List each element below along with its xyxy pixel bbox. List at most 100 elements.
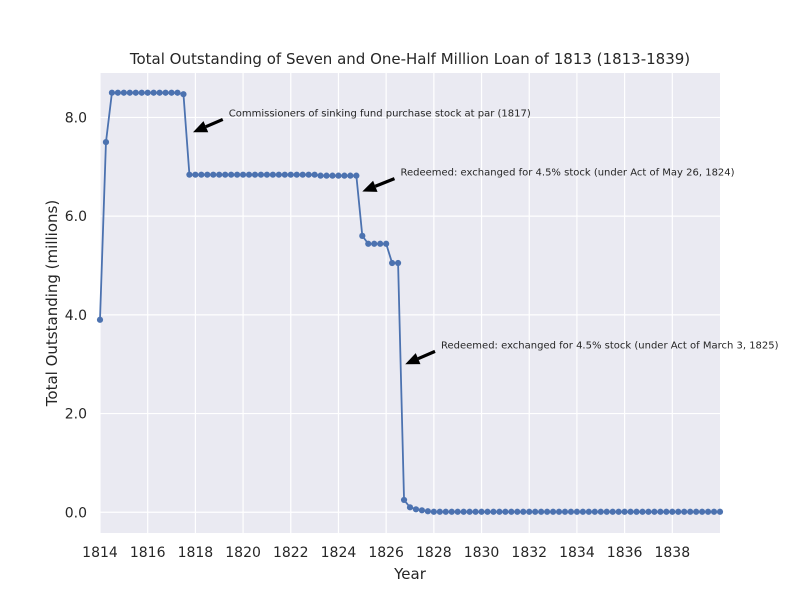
data-point (383, 240, 390, 247)
data-point (704, 508, 712, 515)
data-point (263, 171, 271, 178)
y-axis-label: Total Outstanding (millions) (43, 200, 61, 407)
x-tick-label: 1824 (321, 545, 357, 561)
data-point (102, 138, 110, 146)
data-point (329, 172, 336, 179)
data-point (615, 508, 622, 515)
data-point (162, 89, 169, 96)
data-point (347, 172, 354, 179)
data-point (633, 508, 640, 515)
data-point (549, 508, 557, 515)
data-point (710, 508, 718, 515)
data-point (406, 504, 414, 511)
data-point (657, 508, 664, 515)
data-point (389, 259, 396, 267)
x-tick-label: 1828 (416, 545, 452, 561)
data-point (394, 259, 402, 267)
data-point (418, 507, 426, 514)
data-point (663, 508, 670, 515)
data-point (687, 508, 694, 515)
annotation-text: Redeemed: exchanged for 4.5% stock (unde… (441, 340, 779, 351)
data-point (645, 508, 652, 515)
data-point (400, 496, 408, 504)
data-point (561, 508, 569, 515)
y-tick-label: 2.0 (65, 407, 87, 423)
data-point (198, 171, 205, 178)
data-point (484, 508, 491, 515)
data-point (96, 316, 104, 323)
data-point (532, 508, 539, 515)
data-point (699, 508, 706, 515)
y-axis-ticks: 0.0 2.0 4.0 6.0 8.0 (65, 110, 87, 521)
data-point (436, 508, 443, 515)
data-point (716, 508, 724, 515)
data-point (627, 508, 634, 515)
data-point (317, 172, 324, 179)
data-point (526, 508, 533, 515)
data-point (281, 171, 288, 178)
data-point (538, 508, 545, 515)
y-tick-label: 4.0 (65, 308, 87, 324)
data-point (520, 508, 527, 515)
data-point (675, 508, 682, 515)
data-point (544, 508, 551, 515)
data-point (478, 508, 485, 515)
data-point (442, 508, 449, 515)
data-point (323, 172, 330, 179)
x-tick-label: 1822 (273, 545, 309, 561)
data-point (132, 89, 139, 96)
data-point (412, 506, 420, 513)
data-point (305, 171, 312, 178)
data-point (597, 508, 604, 515)
data-point (472, 508, 479, 515)
data-point (639, 508, 646, 515)
data-point (353, 172, 360, 179)
annotation-arrow-head (362, 180, 378, 192)
data-point (573, 508, 581, 515)
data-point (681, 508, 688, 515)
data-point (269, 171, 276, 178)
data-point (144, 89, 151, 96)
data-point (567, 508, 575, 515)
data-point (371, 240, 378, 247)
annotation-text: Redeemed: exchanged for 4.5% stock (unde… (400, 168, 734, 179)
data-point (216, 171, 223, 178)
data-point (460, 508, 467, 515)
y-tick-label: 6.0 (65, 209, 87, 225)
data-point (609, 508, 616, 515)
chart-title: Total Outstanding of Seven and One-Half … (129, 50, 690, 68)
data-point (496, 508, 503, 515)
x-tick-label: 1820 (225, 545, 261, 561)
annotation-arrow-head (405, 353, 421, 365)
data-point (114, 89, 121, 96)
annotations: Commissioners of sinking fund purchase s… (193, 108, 779, 365)
data-point (126, 89, 133, 96)
annotation-arrow-shaft (205, 117, 224, 129)
data-point (603, 508, 610, 515)
y-tick-label: 8.0 (65, 110, 87, 126)
data-point (335, 172, 342, 179)
data-point (651, 508, 658, 515)
data-point (228, 171, 235, 178)
x-tick-label: 1818 (178, 545, 214, 561)
data-point (251, 171, 259, 178)
data-point (555, 508, 563, 515)
data-point (621, 508, 628, 515)
data-point (466, 508, 473, 515)
x-axis-ticks: 1814 1816 1818 1820 1822 1824 1826 1828 1830 1832… (82, 545, 690, 561)
data-point (239, 171, 247, 178)
x-tick-label: 1814 (82, 545, 118, 561)
data-point (204, 171, 211, 178)
data-point (120, 89, 127, 96)
data-point (234, 171, 241, 178)
data-point (180, 91, 187, 98)
data-point (210, 171, 217, 178)
data-point (311, 171, 318, 178)
data-point (377, 240, 384, 247)
data-point (245, 171, 253, 178)
annotation-text: Commissioners of sinking fund purchase s… (229, 108, 531, 119)
data-point (579, 508, 586, 515)
annotation-arrow-shaft (417, 349, 436, 361)
data-point (222, 171, 229, 178)
data-point (454, 508, 461, 515)
